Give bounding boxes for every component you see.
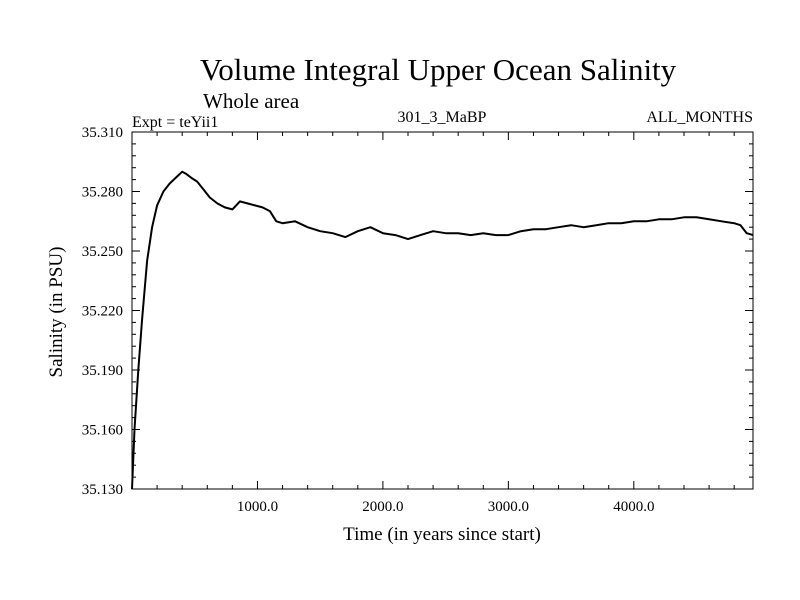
plot-frame xyxy=(131,131,754,490)
y-tick-label: 35.280 xyxy=(82,185,123,201)
x-tick-label: 2000.0 xyxy=(362,499,403,515)
y-tick-label: 35.220 xyxy=(82,304,123,320)
y-tick-label: 35.130 xyxy=(82,482,123,498)
x-tick-label: 3000.0 xyxy=(488,499,529,515)
months-label: ALL_MONTHS xyxy=(646,109,753,126)
experiment-label: Expt = teYii1 xyxy=(132,114,218,131)
x-tick-label: 1000.0 xyxy=(237,499,278,515)
y-tick-label: 35.160 xyxy=(82,423,123,439)
run-label: 301_3_MaBP xyxy=(398,109,487,126)
chart-subtitle: Whole area xyxy=(203,89,300,113)
salinity-series-line xyxy=(131,170,754,490)
y-axis-title: Salinity (in PSU) xyxy=(46,247,67,378)
x-axis-ticks: 1000.0 2000.0 3000.0 4000.0 xyxy=(156,132,735,515)
y-tick-label: 35.190 xyxy=(82,363,123,379)
x-axis-title: Time (in years since start) xyxy=(343,524,541,545)
y-tick-label: 35.310 xyxy=(82,125,123,141)
x-tick-label: 4000.0 xyxy=(613,499,654,515)
y-tick-label: 35.250 xyxy=(82,244,123,260)
y-axis-ticks: 35.130 35.160 35.190 35.220 35.250 35.280 35.3… xyxy=(82,125,753,498)
chart-title: Volume Integral Upper Ocean Salinity xyxy=(200,52,677,87)
